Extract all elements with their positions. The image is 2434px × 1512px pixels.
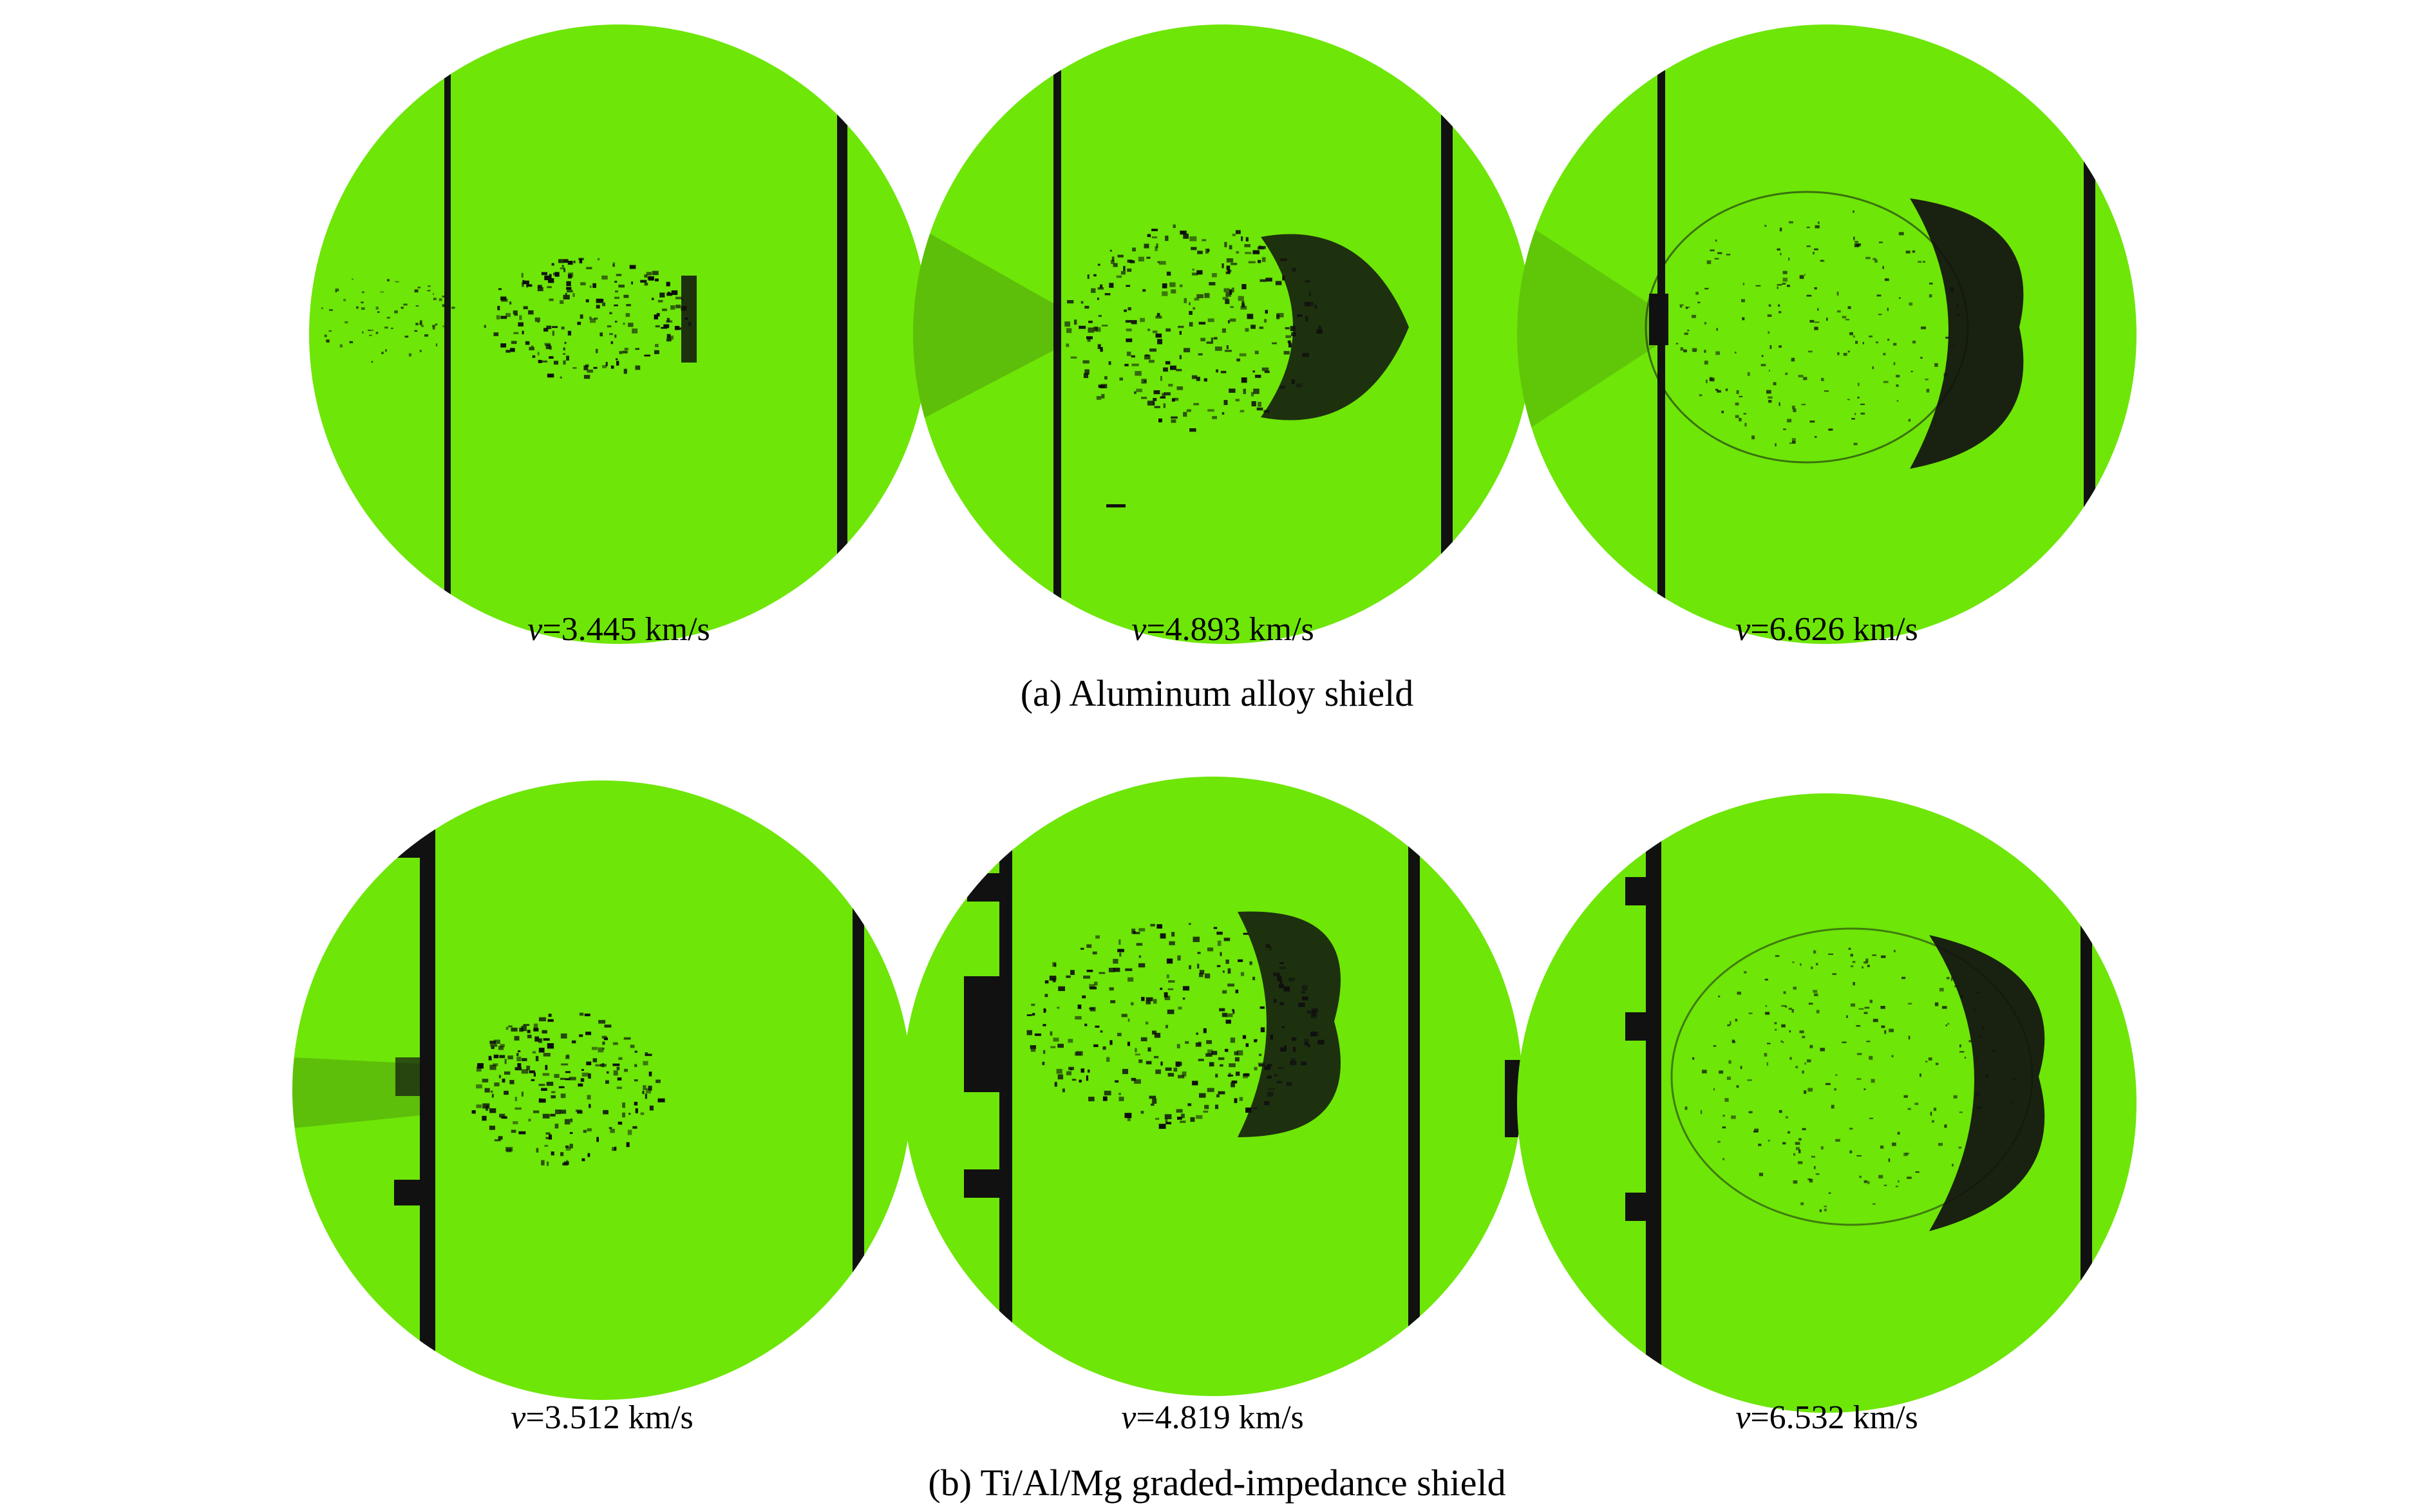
speed-label: v=3.445 km/s: [309, 610, 929, 649]
frame-aluminum-3445: [309, 24, 929, 644]
frame-aluminum-4893: [913, 24, 1533, 644]
caption-graded-impedance: (b) Ti/Al/Mg graded-impedance shield: [928, 1462, 1506, 1504]
frame-graded-6532: [1517, 793, 2137, 1413]
velocity-symbol: v: [511, 1399, 526, 1436]
velocity-symbol: v: [527, 611, 543, 648]
frame-graded-4819: [903, 777, 1522, 1396]
debris-cloud-image: [1517, 793, 2137, 1413]
velocity-value: =3.512 km/s: [525, 1399, 693, 1436]
velocity-value: =4.819 km/s: [1136, 1399, 1304, 1436]
frame-graded-3512: [292, 780, 912, 1400]
velocity-value: =6.626 km/s: [1750, 611, 1918, 648]
debris-cloud-image: [309, 24, 929, 644]
speed-label: v=6.626 km/s: [1517, 610, 2137, 649]
velocity-value: =3.445 km/s: [542, 611, 710, 648]
debris-cloud-image: [913, 24, 1533, 644]
debris-cloud-image: [1517, 24, 2137, 644]
debris-cloud-image: [292, 780, 912, 1400]
velocity-value: =4.893 km/s: [1146, 611, 1314, 648]
velocity-symbol: v: [1735, 611, 1751, 648]
frame-aluminum-6626: [1517, 24, 2137, 644]
velocity-symbol: v: [1131, 611, 1147, 648]
speed-label: v=3.512 km/s: [292, 1399, 912, 1437]
velocity-symbol: v: [1121, 1399, 1137, 1436]
velocity-symbol: v: [1735, 1399, 1751, 1436]
speed-label: v=4.893 km/s: [913, 610, 1533, 649]
velocity-value: =6.532 km/s: [1750, 1399, 1918, 1436]
caption-aluminum: (a) Aluminum alloy shield: [1020, 672, 1414, 714]
speed-label: v=4.819 km/s: [903, 1399, 1522, 1437]
speed-label: v=6.532 km/s: [1517, 1399, 2137, 1437]
debris-cloud-image: [903, 777, 1522, 1396]
